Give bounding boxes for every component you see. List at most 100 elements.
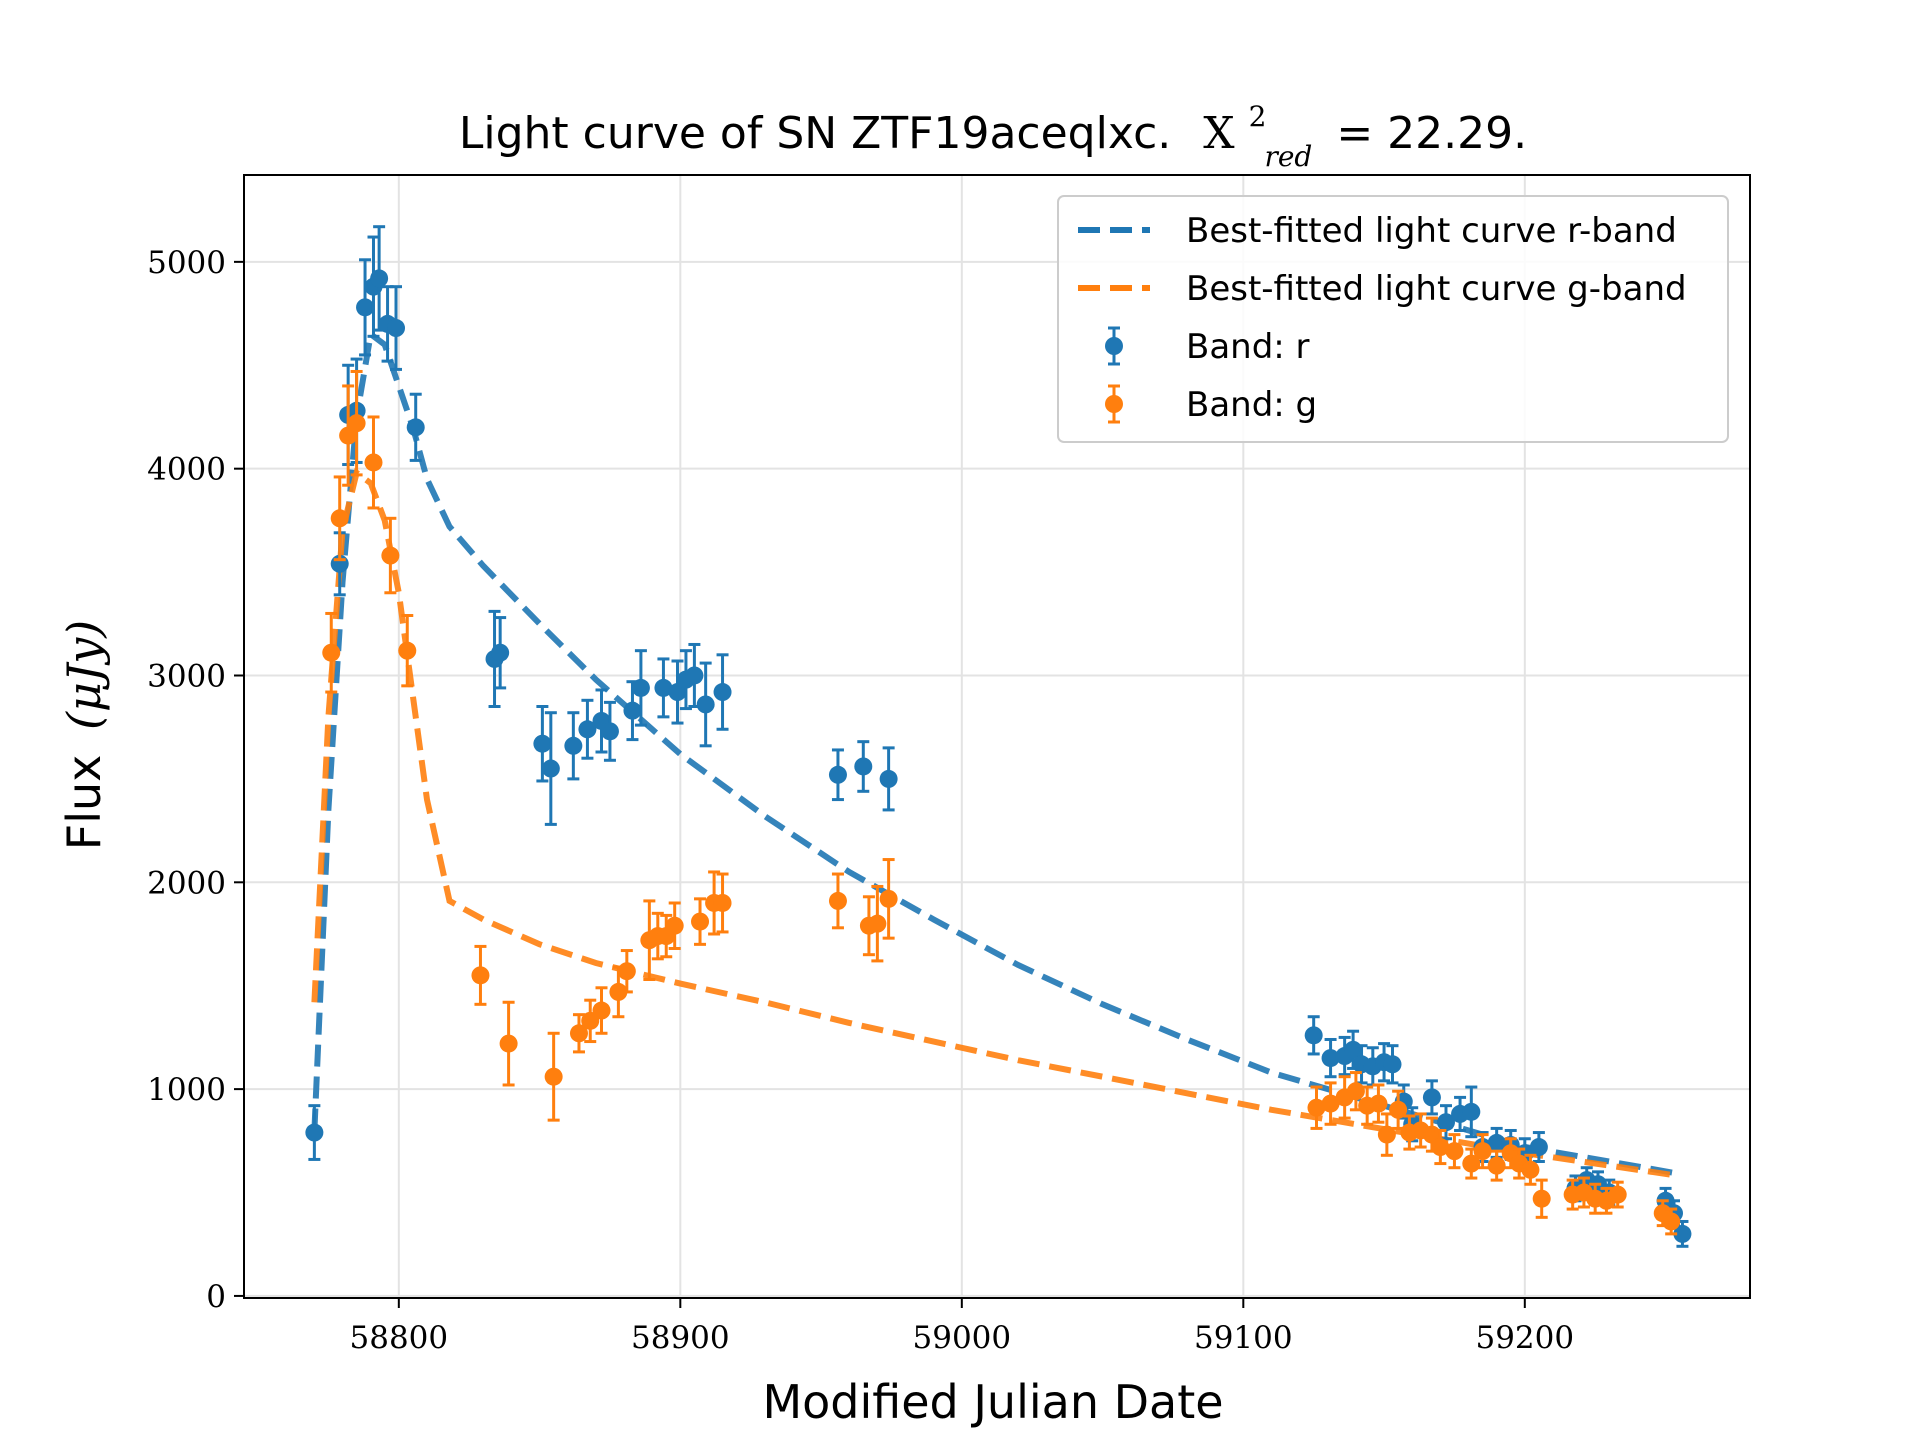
y-tick-label: 2000 bbox=[147, 865, 226, 901]
data-point-r bbox=[879, 746, 898, 812]
legend-label: Best-fitted light curve r-band bbox=[1186, 211, 1677, 251]
data-marker bbox=[1422, 1088, 1441, 1107]
data-marker bbox=[578, 720, 597, 739]
data-marker bbox=[1673, 1224, 1692, 1243]
data-marker bbox=[879, 769, 898, 788]
y-axis-ticks: 0 1000 2000 3000 4000 5000 bbox=[147, 245, 244, 1315]
chart-title-chi-sub: red bbox=[1264, 140, 1312, 173]
data-point-g bbox=[1445, 1133, 1464, 1170]
data-marker bbox=[347, 414, 366, 433]
fit-line-g bbox=[311, 467, 1681, 1179]
legend-swatch-marker bbox=[1105, 395, 1123, 413]
data-point-g bbox=[609, 965, 628, 1019]
data-marker bbox=[691, 912, 710, 931]
data-point-g bbox=[665, 901, 684, 950]
chart-title-main: Light curve of SN ZTF19aceqlxc. bbox=[459, 108, 1171, 159]
data-marker bbox=[654, 678, 673, 697]
data-marker bbox=[406, 418, 425, 437]
y-tick-label: 4000 bbox=[147, 452, 226, 488]
legend-item: Best-fitted light curve g-band bbox=[1078, 269, 1687, 309]
data-point-r bbox=[1673, 1219, 1692, 1248]
data-point-g bbox=[1662, 1207, 1681, 1236]
data-point-g bbox=[1307, 1085, 1326, 1130]
legend-label: Best-fitted light curve g-band bbox=[1186, 269, 1687, 309]
plot-frame bbox=[243, 174, 1751, 1299]
data-point-r bbox=[1383, 1044, 1402, 1085]
data-marker bbox=[828, 891, 847, 910]
data-marker bbox=[370, 269, 389, 288]
data-point-g bbox=[1487, 1149, 1506, 1182]
chart-title: Light curve of SN ZTF19aceqlxc. X 2 red … bbox=[459, 86, 1527, 177]
data-marker bbox=[828, 765, 847, 784]
y-tick-label: 0 bbox=[206, 1279, 226, 1315]
data-point-r bbox=[406, 392, 425, 462]
data-point-r bbox=[1321, 1037, 1340, 1079]
data-point-r bbox=[631, 649, 650, 727]
data-marker bbox=[1377, 1125, 1396, 1144]
series-g bbox=[322, 369, 1681, 1236]
data-marker bbox=[1307, 1098, 1326, 1117]
data-marker bbox=[1521, 1160, 1540, 1179]
y-axis-label-text: Flux bbox=[57, 755, 111, 851]
data-point-r bbox=[1529, 1131, 1548, 1164]
data-marker bbox=[592, 1001, 611, 1020]
data-point-g bbox=[1532, 1178, 1551, 1219]
data-point-r bbox=[713, 653, 732, 731]
data-point-g bbox=[499, 1000, 518, 1087]
data-point-r bbox=[600, 700, 619, 762]
data-marker bbox=[868, 914, 887, 933]
data-marker bbox=[713, 893, 732, 912]
x-axis-ticks: 58800 58900 59000 59100 59200 bbox=[350, 1298, 1574, 1356]
data-point-g bbox=[592, 986, 611, 1035]
data-marker bbox=[356, 298, 375, 317]
data-marker bbox=[305, 1123, 324, 1142]
data-point-r bbox=[828, 748, 847, 802]
data-point-g bbox=[879, 858, 898, 940]
data-marker bbox=[544, 1067, 563, 1086]
data-marker bbox=[713, 683, 732, 702]
data-point-g bbox=[1431, 1128, 1450, 1166]
data-point-r bbox=[387, 285, 406, 371]
data-point-g bbox=[322, 611, 341, 694]
data-point-g bbox=[569, 1013, 588, 1054]
data-marker bbox=[330, 509, 349, 528]
data-marker bbox=[471, 966, 490, 985]
data-point-g bbox=[1377, 1112, 1396, 1157]
data-point-r bbox=[305, 1104, 324, 1161]
data-point-g bbox=[330, 475, 349, 562]
data-point-g bbox=[339, 384, 358, 487]
data-point-r bbox=[1462, 1085, 1481, 1139]
chart-title-chi-sup: 2 bbox=[1249, 100, 1267, 133]
y-tick-label: 5000 bbox=[147, 245, 226, 281]
chart-title-chi: X bbox=[1203, 108, 1235, 159]
data-point-g bbox=[471, 944, 490, 1006]
legend: Best-fitted light curve r-band Best-fitte… bbox=[1057, 195, 1729, 443]
data-marker bbox=[1473, 1142, 1492, 1161]
data-marker bbox=[623, 701, 642, 720]
data-marker bbox=[609, 982, 628, 1001]
data-point-r bbox=[578, 698, 597, 760]
x-tick-label: 59200 bbox=[1475, 1320, 1574, 1356]
data-point-g bbox=[1321, 1081, 1340, 1126]
y-axis-label-unit: (μJy) bbox=[57, 620, 111, 730]
data-point-g bbox=[868, 884, 887, 963]
data-point-r bbox=[541, 711, 560, 826]
x-tick-label: 59100 bbox=[1194, 1320, 1293, 1356]
data-marker bbox=[1532, 1189, 1551, 1208]
data-point-r bbox=[370, 225, 389, 332]
data-marker bbox=[1436, 1113, 1455, 1132]
x-tick-label: 58800 bbox=[350, 1320, 449, 1356]
chart-title-value: = 22.29. bbox=[1336, 108, 1527, 159]
data-marker bbox=[1431, 1138, 1450, 1157]
plot-area bbox=[243, 174, 1751, 1299]
data-marker bbox=[1346, 1082, 1365, 1101]
data-marker bbox=[564, 736, 583, 755]
data-marker bbox=[617, 962, 636, 981]
data-marker bbox=[1662, 1212, 1681, 1231]
data-marker bbox=[696, 695, 715, 714]
y-tick-label: 3000 bbox=[147, 658, 226, 694]
data-point-r bbox=[668, 659, 687, 725]
data-marker bbox=[381, 546, 400, 565]
data-marker bbox=[685, 666, 704, 685]
